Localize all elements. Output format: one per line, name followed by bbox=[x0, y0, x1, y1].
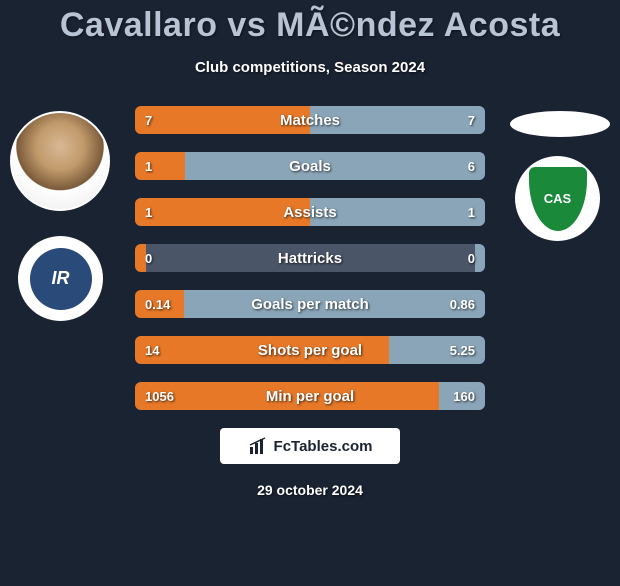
row-label: Goals bbox=[135, 152, 485, 180]
brand-icon bbox=[248, 436, 268, 456]
player-right-avatar bbox=[510, 111, 610, 137]
row-label: Matches bbox=[135, 106, 485, 134]
club-right-text: CAS bbox=[529, 167, 587, 231]
club-left-text: IR bbox=[30, 248, 92, 310]
brand-text: FcTables.com bbox=[274, 438, 373, 455]
row-label: Goals per match bbox=[135, 290, 485, 318]
stat-row: 00Hattricks bbox=[135, 244, 485, 272]
stat-row: 16Goals bbox=[135, 152, 485, 180]
stat-row: 1056160Min per goal bbox=[135, 382, 485, 410]
row-label: Assists bbox=[135, 198, 485, 226]
comparison-content: IR CAS 77Matches 16Goals 11Assists 00Hattri… bbox=[0, 106, 620, 410]
row-label: Hattricks bbox=[135, 244, 485, 272]
club-left-badge: IR bbox=[18, 236, 103, 321]
player-left-avatar bbox=[10, 111, 110, 211]
footer-brand-box: FcTables.com bbox=[220, 428, 400, 464]
row-label: Min per goal bbox=[135, 382, 485, 410]
stat-row: 145.25Shots per goal bbox=[135, 336, 485, 364]
stat-row: 11Assists bbox=[135, 198, 485, 226]
stat-rows: 77Matches 16Goals 11Assists 00Hattricks 0.14… bbox=[135, 106, 485, 410]
stat-row: 77Matches bbox=[135, 106, 485, 134]
stat-row: 0.140.86Goals per match bbox=[135, 290, 485, 318]
subtitle: Club competitions, Season 2024 bbox=[0, 59, 620, 76]
row-label: Shots per goal bbox=[135, 336, 485, 364]
date-text: 29 october 2024 bbox=[0, 482, 620, 498]
club-right-badge: CAS bbox=[515, 156, 600, 241]
page-title: Cavallaro vs MÃ©ndez Acosta bbox=[0, 6, 620, 45]
